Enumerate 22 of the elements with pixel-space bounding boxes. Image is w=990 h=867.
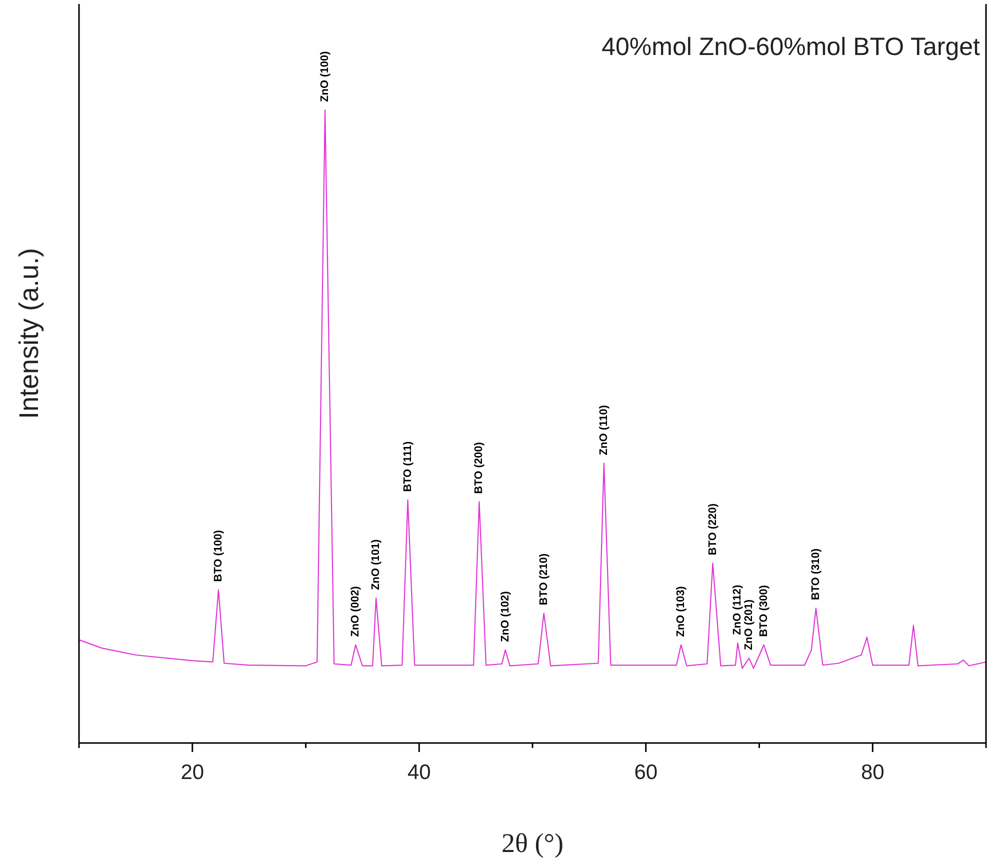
annotation: ZnO (112): [732, 584, 744, 635]
x-tick-label: 20: [180, 761, 204, 784]
x-axis-title: 2θ (°): [502, 828, 564, 858]
annotation: BTO (210): [538, 553, 550, 606]
x-tick-label: 80: [860, 761, 884, 784]
chart-title: 40%mol ZnO-60%mol BTO Target: [602, 33, 980, 61]
annotation: ZnO (101): [370, 538, 382, 590]
annotation: BTO (310): [810, 548, 822, 600]
x-tick-label: 60: [634, 761, 658, 784]
annotation: BTO (220): [706, 503, 719, 556]
annotation: ZnO (110): [598, 404, 610, 456]
annotation: ZnO (102): [499, 590, 512, 642]
annotation: BTO (300): [758, 584, 770, 637]
annotation: ZnO (002): [350, 586, 362, 637]
annotation: BTO (200): [473, 442, 486, 494]
annotation: ZnO (201): [743, 599, 756, 650]
annotation: ZnO (103): [675, 586, 688, 637]
annotation: ZnO (100): [319, 50, 332, 102]
x-tick-label: 40: [407, 761, 431, 784]
annotation: BTO (100): [212, 530, 224, 582]
annotation: BTO (111): [402, 441, 414, 492]
y-axis-title: Intensity (a.u.): [14, 248, 44, 420]
